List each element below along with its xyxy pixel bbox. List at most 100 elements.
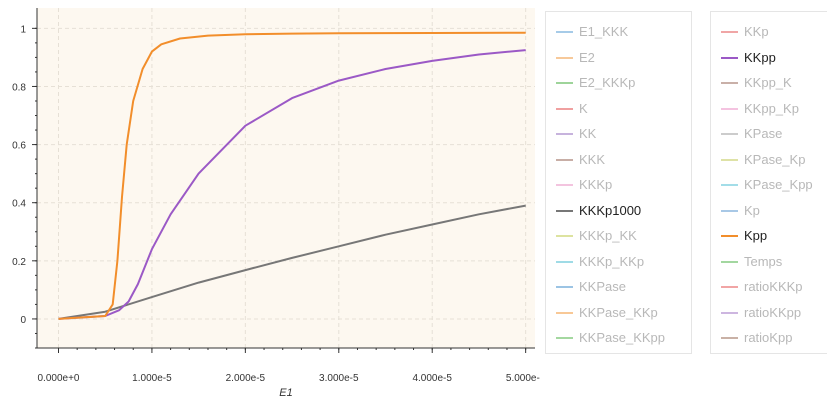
legend-item-KKK[interactable]: KKK bbox=[556, 151, 605, 169]
legend-swatch bbox=[556, 209, 573, 212]
legend-item-ratioKKpp[interactable]: ratioKKpp bbox=[721, 304, 801, 322]
legend-swatch bbox=[721, 235, 738, 237]
legend-label: KKKp_KK bbox=[579, 228, 637, 243]
x-tick-label: 1.000e-5 bbox=[132, 373, 172, 384]
legend-item-KKp[interactable]: KKp bbox=[721, 23, 769, 41]
legend-swatch bbox=[556, 82, 573, 84]
legend-label: Kp bbox=[744, 202, 760, 218]
legend-swatch bbox=[556, 107, 573, 110]
axes: 0 0.2 0.4 0.6 0.8 1 0.000e+0 1.000e-5 2.000e-5 3.… bbox=[12, 8, 540, 384]
legend-label: KPase bbox=[744, 126, 783, 141]
legend-label: KKPase bbox=[579, 279, 626, 294]
legend-swatch bbox=[556, 31, 573, 33]
legend-swatch bbox=[556, 184, 573, 186]
legend-label: Temps bbox=[744, 253, 783, 269]
legend-swatch bbox=[556, 133, 573, 135]
legend-swatch bbox=[556, 158, 573, 161]
legend-item-Kp[interactable]: Kp bbox=[721, 202, 760, 220]
legend-swatch bbox=[721, 209, 738, 212]
x-tick-label: 0.000e+0 bbox=[37, 373, 79, 384]
legend-item-E1_KKK[interactable]: E1_KKK bbox=[556, 23, 628, 41]
legend-label: Kpp bbox=[744, 228, 768, 243]
legend-item-KKpp_K[interactable]: KKpp_K bbox=[721, 74, 792, 92]
legend-item-KKKp_KKp[interactable]: KKKp_KKp bbox=[556, 253, 644, 271]
series-line-KKKp1000 bbox=[58, 204, 526, 320]
legend-swatch bbox=[721, 311, 738, 314]
legend-swatch bbox=[556, 337, 573, 339]
legend-swatch bbox=[556, 56, 573, 59]
legend-item-KKKp1000[interactable]: KKKp1000 bbox=[556, 202, 641, 220]
legend-item-KKKp_KK[interactable]: KKKp_KK bbox=[556, 227, 637, 245]
legend-label: E1_KKK bbox=[579, 24, 629, 39]
legend-item-Kpp[interactable]: Kpp bbox=[721, 227, 767, 245]
y-tick-label: 1 bbox=[20, 24, 26, 35]
legend-item-Temps[interactable]: Temps bbox=[721, 253, 782, 271]
legend-item-ratioKKKp[interactable]: ratioKKKp bbox=[721, 278, 803, 296]
x-tick-label: 5.000e-5 bbox=[506, 373, 540, 384]
legend-label: KKPase_KKp bbox=[579, 304, 658, 320]
line-chart: 0 0.2 0.4 0.6 0.8 1 0.000e+0 1.000e-5 2.000e-5 3.… bbox=[12, 8, 540, 399]
legend-label: KKpp_K bbox=[744, 75, 792, 90]
legend-item-KKPase_KKpp[interactable]: KKPase_KKpp bbox=[556, 329, 665, 347]
y-tick-label: 0 bbox=[20, 315, 26, 326]
grid-lines bbox=[37, 8, 535, 348]
legend-item-E2_KKKp[interactable]: E2_KKKp bbox=[556, 74, 635, 92]
y-tick-label: 0.8 bbox=[12, 82, 26, 93]
legend-item-K[interactable]: K bbox=[556, 100, 588, 118]
y-tick-label: 0.4 bbox=[12, 199, 26, 210]
x-tick-label: 2.000e-5 bbox=[226, 373, 266, 384]
plot-area bbox=[37, 8, 535, 348]
series-line-Kpp bbox=[58, 31, 526, 320]
y-tick-label: 0.6 bbox=[12, 141, 26, 152]
legend-item-KPase[interactable]: KPase bbox=[721, 125, 782, 143]
legend-swatch bbox=[721, 286, 738, 288]
legend-swatch bbox=[556, 311, 573, 314]
legend-item-ratioKpp[interactable]: ratioKpp bbox=[721, 329, 792, 347]
legend-label: KKp bbox=[744, 24, 769, 39]
legend-item-KKPase_KKp[interactable]: KKPase_KKp bbox=[556, 304, 658, 322]
legend-label: K bbox=[579, 100, 588, 116]
legend-item-KKPase[interactable]: KKPase bbox=[556, 278, 626, 296]
series-layer bbox=[58, 31, 526, 320]
legend-swatch bbox=[556, 286, 573, 288]
legend-swatch bbox=[721, 56, 738, 59]
legend-label: KKpp bbox=[744, 49, 776, 65]
legend-label: ratioKKKp bbox=[744, 279, 803, 294]
series-line-KKpp bbox=[58, 49, 526, 320]
y-tick-label: 0.2 bbox=[12, 257, 26, 268]
legend-swatch bbox=[556, 260, 573, 263]
legend-label: ratioKpp bbox=[744, 330, 793, 345]
legend-swatch bbox=[721, 260, 738, 263]
legend-label: KKpp_Kp bbox=[744, 100, 799, 116]
legend-label: ratioKKpp bbox=[744, 304, 802, 320]
legend-item-E2[interactable]: E2 bbox=[556, 49, 595, 67]
legend-label: KKKp_KKp bbox=[579, 253, 645, 269]
legend-column-2: KKp KKpp KKpp_K KKpp_Kp KPase KPase_Kp KPase_K… bbox=[710, 11, 827, 354]
legend-swatch bbox=[721, 337, 738, 339]
legend-swatch bbox=[556, 235, 573, 237]
legend-label: KKKp bbox=[579, 177, 613, 192]
legend-label: E2_KKKp bbox=[579, 75, 636, 90]
legend-label: KKKp1000 bbox=[579, 202, 642, 218]
legend-label: KPase_Kpp bbox=[744, 177, 813, 192]
legend-swatch bbox=[721, 133, 738, 135]
legend-item-KPase_Kp[interactable]: KPase_Kp bbox=[721, 151, 805, 169]
legend-label: KK bbox=[579, 126, 597, 141]
legend-item-KK[interactable]: KK bbox=[556, 125, 596, 143]
legend-label: E2 bbox=[579, 49, 595, 65]
legend-label: KKPase_KKpp bbox=[579, 330, 666, 345]
x-tick-label: 4.000e-5 bbox=[412, 373, 452, 384]
legend-item-KKKp[interactable]: KKKp bbox=[556, 176, 612, 194]
legend-swatch bbox=[721, 107, 738, 110]
legend-swatch bbox=[721, 158, 738, 161]
legend-label: KKK bbox=[579, 151, 606, 167]
legend-item-KPase_Kpp[interactable]: KPase_Kpp bbox=[721, 176, 813, 194]
legend-swatch bbox=[721, 31, 738, 33]
legend-swatch bbox=[721, 82, 738, 84]
legend-label: KPase_Kp bbox=[744, 151, 806, 167]
legend-item-KKpp[interactable]: KKpp bbox=[721, 49, 776, 67]
legend-swatch bbox=[721, 184, 738, 186]
legend-item-KKpp_Kp[interactable]: KKpp_Kp bbox=[721, 100, 799, 118]
x-tick-label: 3.000e-5 bbox=[319, 373, 359, 384]
x-axis-label: E1 bbox=[279, 387, 292, 399]
